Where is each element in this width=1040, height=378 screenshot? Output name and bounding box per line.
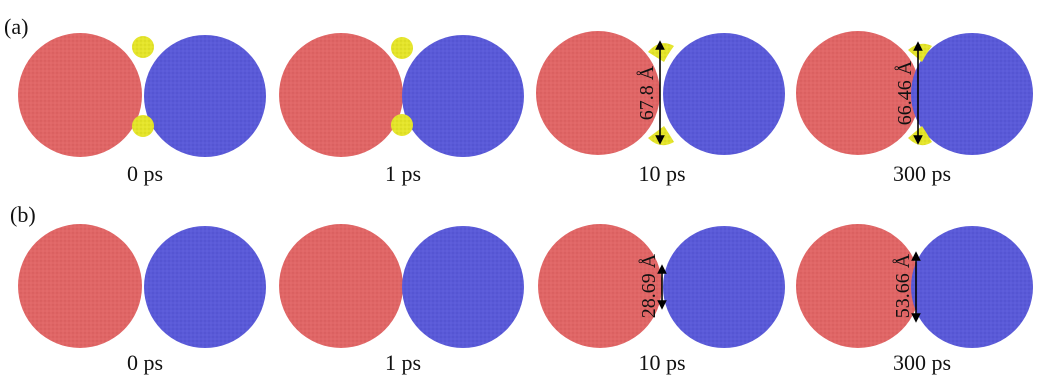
frame-b-0ps (18, 224, 266, 348)
frame-a-300ps: 66.46 Å (796, 31, 1033, 155)
neck-width-label: 53.66 Å (892, 253, 914, 318)
time-label-a-3: 300 ps (893, 161, 951, 186)
left-particle (18, 224, 142, 348)
neck-particle-top (648, 43, 674, 62)
row-label-a: (a) (4, 14, 28, 39)
time-label-a-2: 10 ps (638, 161, 685, 186)
right-particle (144, 226, 266, 348)
neck-particle-bottom (391, 114, 413, 136)
neck-particle-top (132, 36, 154, 58)
neck-width-label: 66.46 Å (894, 60, 916, 125)
left-particle (536, 31, 660, 155)
time-label-a-0: 0 ps (127, 161, 163, 186)
left-particle (796, 224, 920, 348)
time-label-b-2: 10 ps (638, 350, 685, 375)
right-particle (663, 226, 785, 348)
row-label-b: (b) (10, 202, 36, 227)
left-particle (538, 224, 662, 348)
frame-b-10ps: 28.69 Å (538, 224, 785, 348)
left-particle (796, 31, 920, 155)
right-particle (911, 226, 1033, 348)
left-particle (279, 224, 403, 348)
time-label-b-0: 0 ps (127, 350, 163, 375)
left-particle (18, 33, 142, 157)
neck-width-label: 67.8 Å (636, 65, 658, 120)
frame-a-1ps (279, 33, 524, 157)
frame-b-300ps: 53.66 Å (796, 224, 1033, 348)
right-particle (402, 226, 524, 348)
neck-particle-bottom (648, 126, 674, 146)
right-particle (402, 35, 524, 157)
time-label-a-1: 1 ps (385, 161, 421, 186)
neck-width-label: 28.69 Å (638, 253, 660, 318)
frame-b-1ps (279, 224, 524, 348)
time-label-b-3: 300 ps (893, 350, 951, 375)
right-particle (911, 33, 1033, 155)
right-particle (144, 35, 266, 157)
time-label-b-1: 1 ps (385, 350, 421, 375)
frame-a-0ps (18, 33, 266, 157)
neck-particle-bottom (132, 115, 154, 137)
right-particle (663, 33, 785, 155)
frame-a-10ps: 67.8 Å (536, 31, 785, 155)
left-particle (279, 33, 403, 157)
neck-particle-top (391, 37, 413, 59)
